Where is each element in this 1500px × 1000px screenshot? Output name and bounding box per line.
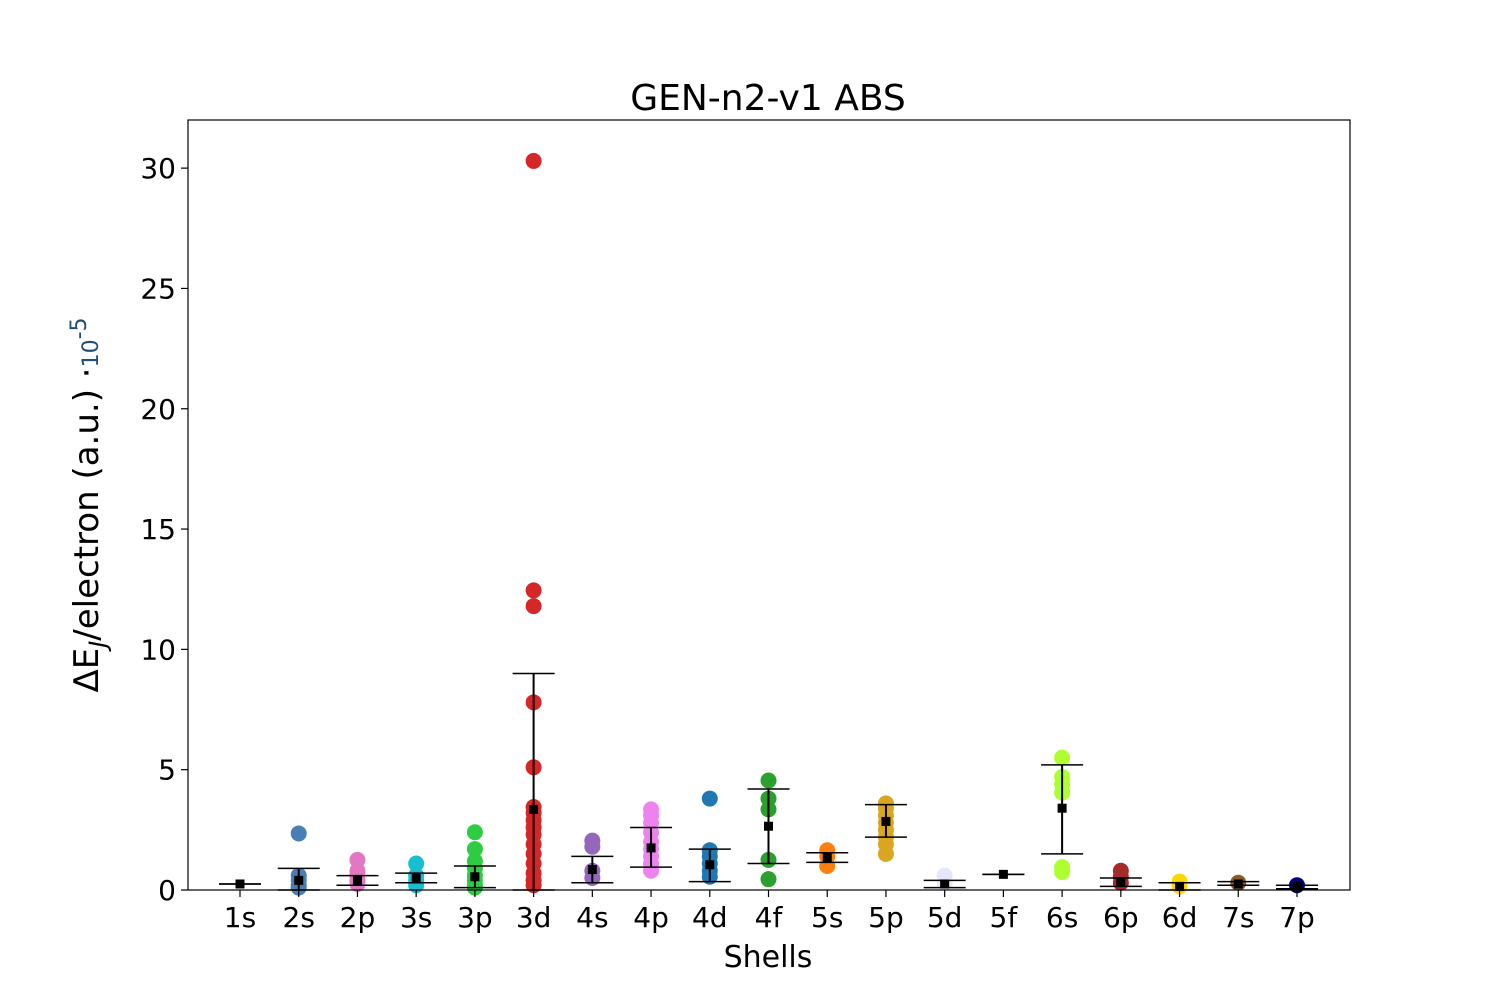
mean-marker: [1057, 803, 1067, 813]
x-tick-label: 4s: [576, 901, 608, 934]
y-axis-label-rest: /electron (a.u.) ·: [67, 367, 107, 640]
x-tick-label: 2p: [340, 901, 376, 934]
series-4p: [630, 801, 673, 879]
data-point: [525, 598, 542, 615]
x-tick-label: 5s: [811, 901, 843, 934]
series-6s: [1041, 749, 1084, 880]
mean-marker: [764, 821, 773, 831]
series-4d: [688, 790, 731, 885]
x-tick-label: 5f: [990, 901, 1019, 934]
mean-marker: [705, 860, 715, 870]
series-6p: [1099, 862, 1142, 891]
x-tick-label: 1s: [224, 901, 256, 934]
data-point: [408, 855, 425, 872]
data-point: [760, 871, 777, 888]
data-point: [701, 790, 718, 807]
x-tick-label: 4f: [755, 901, 784, 934]
series-5s: [806, 842, 849, 874]
data-point: [1054, 749, 1071, 766]
series-5p: [864, 795, 907, 862]
x-tick-label: 7p: [1279, 901, 1315, 934]
y-tick-label: 30: [140, 152, 176, 185]
y-tick-label: 25: [140, 272, 176, 305]
y-tick-label: 15: [140, 513, 176, 546]
series-4s: [571, 832, 614, 886]
mean-marker: [881, 816, 891, 826]
mean-marker: [529, 804, 539, 814]
y-axis-exponent-base: 10: [79, 339, 104, 367]
y-axis-exponent-power: -5: [67, 317, 92, 339]
chart-title: GEN-n2-v1 ABS: [630, 78, 906, 119]
series-2p: [336, 851, 379, 892]
x-tick-label: 6s: [1046, 901, 1078, 934]
y-tick-label: 5: [158, 754, 176, 787]
x-tick-label: 2s: [283, 901, 315, 934]
x-tick-label: 3p: [457, 901, 493, 934]
mean-marker: [1292, 881, 1302, 891]
mean-marker: [1175, 881, 1185, 891]
y-axis-label-main: ΔE: [67, 648, 107, 693]
mean-marker: [1116, 877, 1126, 887]
x-tick-label: 3s: [400, 901, 432, 934]
x-tick-label: 6p: [1103, 901, 1139, 934]
series-3s: [395, 855, 438, 894]
series-4f: [747, 772, 790, 888]
data-point: [760, 772, 777, 789]
y-axis-label-group: ΔEJ/electron (a.u.) ·10-5: [67, 317, 112, 692]
data-point: [525, 152, 542, 169]
x-tick-label: 3d: [516, 901, 552, 934]
y-axis-label-subscript: J: [84, 641, 112, 652]
data-point: [584, 838, 601, 855]
y-tick-label: 10: [140, 633, 176, 666]
series-7s: [1217, 874, 1260, 891]
mean-marker: [470, 872, 480, 882]
x-tick-label: 4p: [633, 901, 669, 934]
data-point: [525, 582, 542, 599]
x-tick-label: 7s: [1222, 901, 1254, 934]
data-point: [290, 825, 307, 842]
y-tick-label: 20: [140, 393, 176, 426]
x-axis-label: Shells: [724, 940, 813, 975]
plot-area: [219, 152, 1318, 896]
series-3p: [453, 824, 496, 896]
mean-marker: [822, 853, 832, 863]
x-tick-label: 4d: [692, 901, 728, 934]
x-axis: 1s 2s 2p 3s 3p 3d 4s 4p 4d 4f 5s 5p 5d 5f 6s 6p 6d 7s 7p: [224, 890, 1315, 934]
y-axis: 0 5 10 15 20 25 30: [140, 152, 188, 907]
series-1s: [219, 879, 261, 889]
mean-marker: [411, 873, 421, 883]
mean-marker: [998, 869, 1008, 879]
series-5d: [923, 867, 966, 891]
data-point: [466, 824, 483, 841]
series-7p: [1276, 877, 1318, 894]
x-tick-label: 6d: [1162, 901, 1198, 934]
mean-marker: [587, 865, 597, 875]
mean-marker: [1233, 879, 1243, 889]
mean-marker: [294, 875, 304, 885]
data-point: [877, 845, 894, 862]
series-5f: [982, 869, 1025, 879]
mean-marker: [235, 879, 245, 889]
mean-marker: [646, 843, 656, 853]
y-axis-label: ΔEJ/electron (a.u.) ·10-5: [67, 317, 112, 692]
data-point: [466, 841, 483, 858]
x-tick-label: 5p: [868, 901, 904, 934]
series-3d: [512, 152, 555, 894]
mean-marker: [352, 875, 362, 885]
mean-marker: [940, 879, 950, 889]
data-point: [1054, 863, 1071, 880]
y-tick-label: 0: [158, 874, 176, 907]
x-tick-label: 5d: [927, 901, 963, 934]
